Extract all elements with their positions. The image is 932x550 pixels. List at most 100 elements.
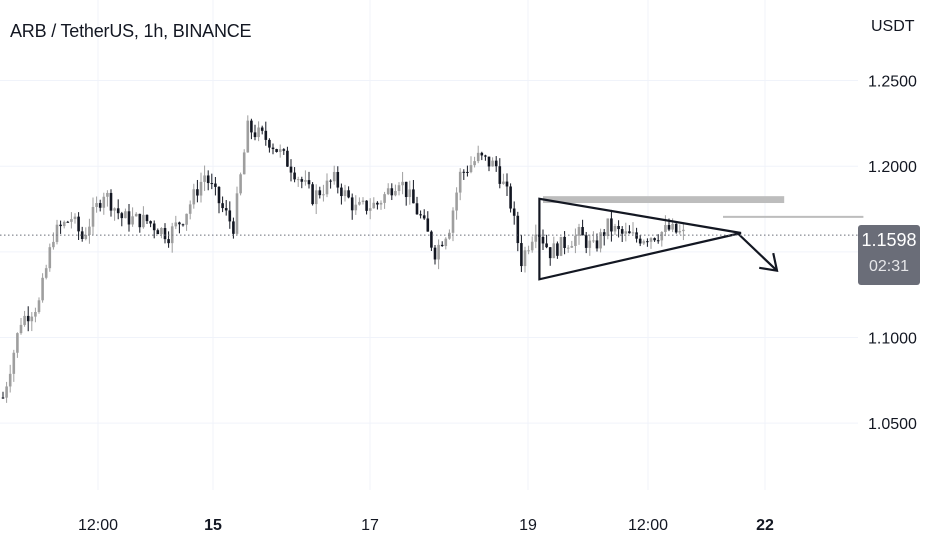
candle-body bbox=[628, 231, 631, 234]
candle-body bbox=[98, 203, 102, 208]
price-tick-label: 1.2500 bbox=[868, 74, 917, 91]
candle-body bbox=[1, 397, 5, 399]
candle-body bbox=[275, 149, 278, 152]
price-axis[interactable]: 1.2500 1.2000 1.1000 1.0500 bbox=[868, 74, 917, 434]
price-tick-label: 1.2000 bbox=[868, 159, 917, 176]
candle-body bbox=[124, 211, 127, 219]
candle-body bbox=[574, 235, 577, 246]
candle-body bbox=[433, 247, 437, 260]
candle-body bbox=[257, 127, 260, 138]
candle-body bbox=[106, 192, 109, 197]
time-tick-label: 19 bbox=[519, 517, 537, 534]
candle-body bbox=[559, 236, 563, 256]
candle-body bbox=[41, 277, 44, 301]
candle-body bbox=[12, 352, 16, 374]
last-price-badge: 1.1598 02:31 bbox=[858, 225, 920, 285]
candle-body bbox=[516, 215, 520, 244]
candle-body bbox=[642, 241, 646, 244]
candle-body bbox=[188, 204, 192, 214]
candle-body bbox=[484, 155, 487, 157]
candle-body bbox=[322, 194, 325, 196]
candle-body bbox=[448, 232, 451, 239]
candle-body bbox=[347, 190, 350, 198]
candle-body bbox=[163, 228, 167, 240]
candle-body bbox=[523, 250, 527, 267]
candle-body bbox=[419, 214, 422, 216]
candle-body bbox=[545, 243, 548, 248]
candle-body bbox=[5, 386, 8, 398]
candle-body bbox=[505, 181, 509, 187]
candle-body bbox=[325, 180, 329, 195]
candle-body bbox=[250, 120, 253, 133]
candle-body bbox=[232, 221, 235, 234]
candle-body bbox=[260, 127, 264, 131]
candle-body bbox=[77, 216, 80, 232]
candle-body bbox=[131, 216, 134, 225]
candle-body bbox=[494, 160, 498, 167]
candle-body bbox=[167, 239, 170, 244]
candle-body bbox=[30, 316, 34, 322]
candle-body bbox=[19, 324, 23, 334]
candle-body bbox=[469, 165, 473, 173]
candle-body bbox=[430, 231, 433, 248]
candle-body bbox=[289, 166, 293, 173]
candle-body bbox=[350, 197, 354, 211]
candle-body bbox=[55, 224, 59, 242]
candle-body bbox=[293, 172, 296, 180]
candle-body bbox=[84, 234, 88, 239]
axis-currency-label: USDT bbox=[871, 18, 915, 35]
candle-body bbox=[563, 236, 566, 248]
candle-body bbox=[412, 189, 415, 204]
candle-body bbox=[556, 243, 559, 256]
time-tick-label: 22 bbox=[756, 517, 774, 534]
candle-body bbox=[606, 218, 610, 237]
candle-body bbox=[217, 186, 221, 204]
time-tick-label: 12:00 bbox=[78, 517, 118, 534]
candle-body bbox=[134, 213, 138, 217]
candle-body bbox=[311, 184, 314, 205]
price-tick-label: 1.1000 bbox=[868, 331, 917, 348]
candle-body bbox=[422, 215, 426, 219]
candle-body bbox=[491, 160, 494, 167]
candle-body bbox=[674, 223, 678, 233]
candle-body bbox=[415, 203, 419, 215]
candle-body bbox=[530, 241, 534, 251]
candle-body bbox=[221, 203, 224, 209]
candle-body bbox=[23, 315, 26, 325]
candle-body bbox=[368, 208, 372, 211]
candle-body bbox=[160, 228, 163, 235]
candle-body bbox=[502, 181, 505, 184]
time-tick-label: 17 bbox=[361, 517, 379, 534]
candle-body bbox=[682, 229, 685, 232]
arrow-head bbox=[759, 252, 779, 273]
chart-drawings[interactable] bbox=[538, 196, 864, 281]
candle-body bbox=[610, 218, 613, 232]
candle-body bbox=[264, 130, 268, 140]
candle-body bbox=[552, 243, 556, 259]
candle-body bbox=[602, 232, 606, 237]
candle-body bbox=[476, 152, 480, 162]
candle-body bbox=[437, 244, 440, 260]
candle-body bbox=[653, 238, 656, 241]
candle-body bbox=[196, 189, 199, 196]
candle-body bbox=[656, 240, 660, 242]
candle-body bbox=[203, 175, 206, 182]
candle-body bbox=[34, 312, 37, 317]
candle-body bbox=[206, 175, 210, 184]
candle-body bbox=[638, 238, 642, 244]
candle-body bbox=[343, 190, 347, 197]
candle-body bbox=[444, 238, 448, 247]
candle-body bbox=[145, 214, 149, 222]
candle-body bbox=[70, 219, 73, 222]
arrow-shaft bbox=[736, 232, 778, 272]
candle-body bbox=[113, 208, 116, 211]
candle-body bbox=[401, 181, 404, 186]
candle-body bbox=[282, 149, 286, 151]
time-axis[interactable]: 12:00 15 17 19 12:00 22 bbox=[78, 517, 774, 534]
candle-body bbox=[354, 204, 358, 211]
candle-body bbox=[620, 229, 624, 234]
candle-body bbox=[8, 373, 12, 387]
symbol-title[interactable]: ARB / TetherUS, 1h, BINANCE bbox=[10, 21, 252, 41]
candle-body bbox=[466, 171, 469, 173]
